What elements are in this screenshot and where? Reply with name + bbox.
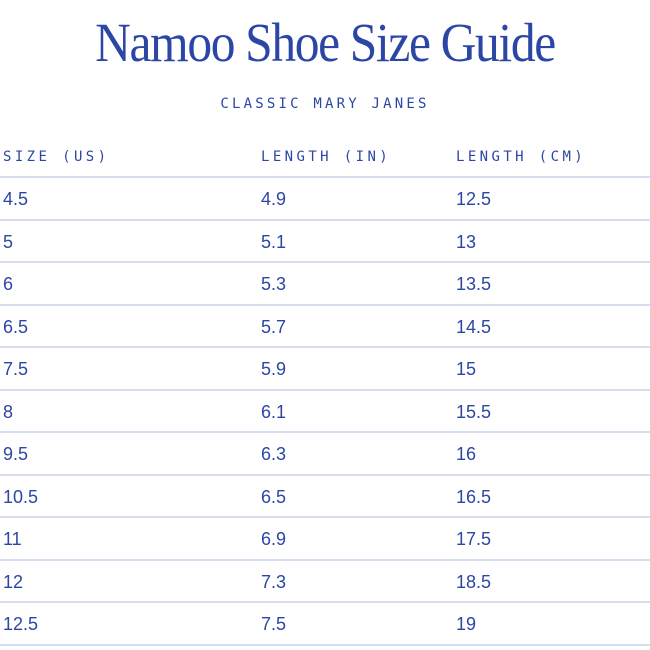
length-in-cell: 5.3 (261, 274, 287, 294)
length-in-cell: 6.1 (261, 401, 287, 422)
length-cm-cell: 12.5 (456, 189, 492, 209)
length-cm-cell: 16 (456, 444, 477, 464)
length-in-cell: 4.9 (261, 189, 287, 209)
length-cm-cell: 16.5 (456, 486, 492, 507)
header-length-in: LENGTH (IN) (261, 149, 392, 165)
table-row: 8 6.1 15.5 (0, 391, 650, 433)
length-cm-cell: 17.5 (456, 529, 492, 549)
table-row: 12 7.3 18.5 (0, 561, 650, 603)
size-us-cell: 6 (3, 274, 14, 294)
length-in-cell: 5.1 (261, 231, 287, 252)
length-cm-cell: 14.5 (456, 316, 492, 337)
length-cm-cell: 15.5 (456, 401, 492, 422)
table-row: 7.5 5.9 15 (0, 348, 650, 391)
size-us-cell: 6.5 (3, 316, 29, 337)
size-us-cell: 7.5 (3, 359, 29, 379)
size-us-cell: 11 (3, 529, 22, 549)
length-cm-cell: 13 (456, 231, 477, 252)
length-in-cell: 7.5 (261, 614, 287, 634)
table-row: 5 5.1 13 (0, 221, 650, 263)
size-us-cell: 4.5 (3, 189, 29, 209)
length-cm-cell: 15 (456, 359, 477, 379)
size-us-cell: 8 (3, 401, 14, 422)
size-us-cell: 10.5 (3, 486, 39, 507)
size-us-cell: 12 (3, 571, 24, 592)
table-row: 9.5 6.3 16 (0, 433, 650, 476)
length-cm-cell: 19 (456, 614, 477, 634)
length-cm-cell: 13.5 (456, 274, 492, 294)
page-title: Namoo Shoe Size Guide (95, 12, 556, 73)
length-cm-cell: 18.5 (456, 571, 492, 592)
header-length-cm: LENGTH (CM) (456, 149, 587, 165)
length-in-cell: 5.7 (261, 316, 287, 337)
size-us-cell: 5 (3, 231, 14, 252)
table-row: 4.5 4.9 12.5 (0, 178, 650, 221)
table-row: 12.5 7.5 19 (0, 603, 650, 646)
product-subtitle: CLASSIC MARY JANES (220, 96, 430, 112)
table-row: 6 5.3 13.5 (0, 263, 650, 306)
size-table: SIZE (US) LENGTH (IN) LENGTH (CM) 4.5 4.9… (0, 142, 650, 646)
size-us-cell: 9.5 (3, 444, 29, 464)
table-row: 11 6.9 17.5 (0, 518, 650, 561)
length-in-cell: 5.9 (261, 359, 287, 379)
table-row: 10.5 6.5 16.5 (0, 476, 650, 518)
table-row: 6.5 5.7 14.5 (0, 306, 650, 348)
length-in-cell: 7.3 (261, 571, 287, 592)
size-us-cell: 12.5 (3, 614, 39, 634)
header-size-us: SIZE (US) (3, 149, 110, 165)
length-in-cell: 6.5 (261, 486, 287, 507)
table-header-row: SIZE (US) LENGTH (IN) LENGTH (CM) (0, 142, 650, 178)
length-in-cell: 6.3 (261, 444, 287, 464)
length-in-cell: 6.9 (261, 529, 287, 549)
